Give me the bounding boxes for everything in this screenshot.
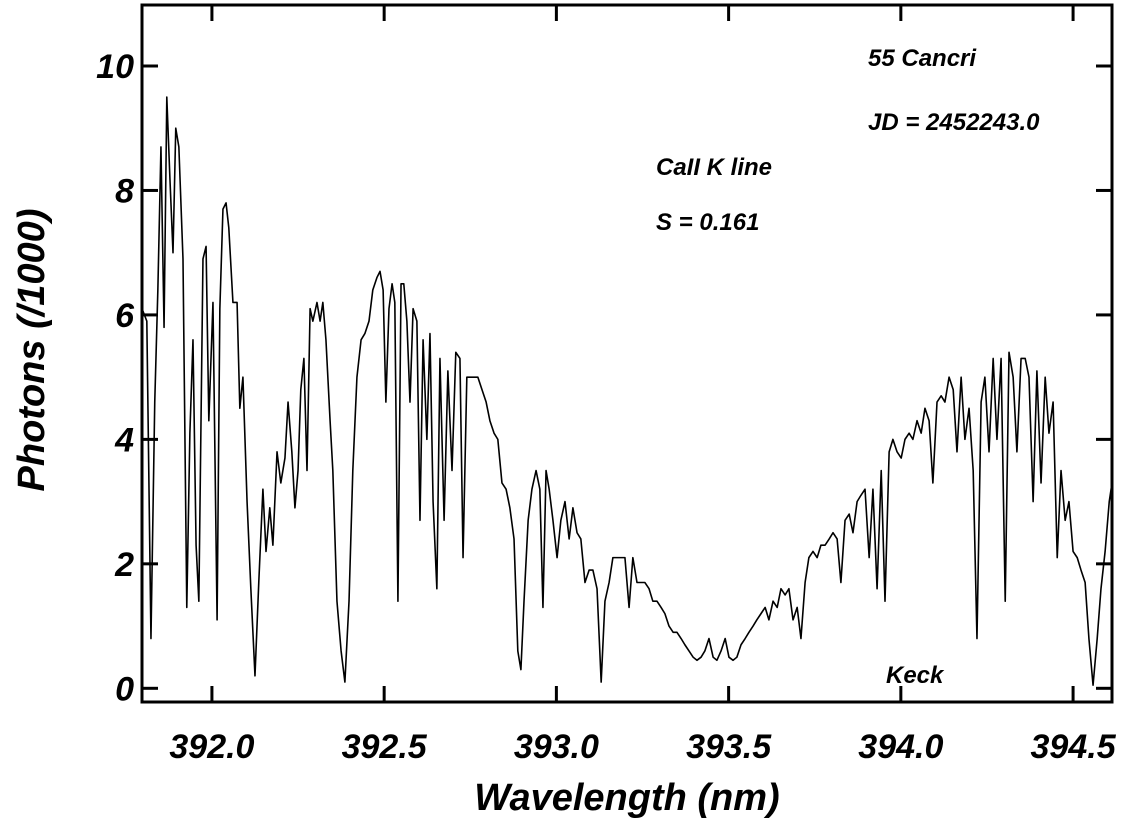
annotation: S = 0.161 (656, 209, 759, 236)
x-tick-label: 392.5 (342, 728, 428, 766)
y-tick-label: 10 (96, 48, 134, 86)
x-tick-label: 394.5 (1031, 728, 1117, 766)
x-tick-label: 393.5 (686, 728, 772, 766)
y-tick-label: 0 (115, 670, 134, 708)
y-axis-label: Photons (/1000) (11, 209, 53, 492)
x-axis-label: Wavelength (nm) (474, 777, 779, 819)
annotation: JD = 2452243.0 (868, 109, 1040, 136)
annotation: CaII K line (656, 154, 772, 181)
annotation: 55 Cancri (868, 45, 977, 72)
y-tick-label: 4 (114, 421, 134, 459)
spectrum-line (141, 96, 1113, 686)
y-tick-label: 2 (114, 546, 134, 584)
y-tick-label: 8 (115, 172, 134, 210)
annotation: Keck (886, 662, 945, 689)
x-tick-label: 394.0 (858, 728, 943, 766)
y-tick-label: 6 (115, 297, 135, 335)
x-tick-label: 393.0 (514, 728, 599, 766)
x-tick-label: 392.0 (169, 728, 254, 766)
plot-frame (140, 3, 1114, 704)
